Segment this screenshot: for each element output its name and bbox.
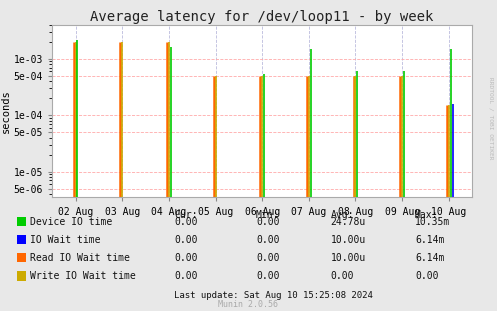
Text: 0.00: 0.00	[174, 253, 197, 263]
Title: Average latency for /dev/loop11 - by week: Average latency for /dev/loop11 - by wee…	[90, 10, 434, 24]
Text: Avg:: Avg:	[331, 210, 354, 220]
Text: Device IO time: Device IO time	[30, 217, 112, 227]
Text: IO Wait time: IO Wait time	[30, 235, 100, 245]
Text: Min:: Min:	[256, 210, 279, 220]
Text: 0.00: 0.00	[174, 235, 197, 245]
Y-axis label: seconds: seconds	[1, 89, 11, 133]
Text: 10.35m: 10.35m	[415, 217, 450, 227]
Text: 0.00: 0.00	[415, 271, 438, 281]
Text: 0.00: 0.00	[256, 217, 279, 227]
Text: Read IO Wait time: Read IO Wait time	[30, 253, 130, 263]
Text: 0.00: 0.00	[256, 253, 279, 263]
Text: Max:: Max:	[415, 210, 438, 220]
Text: Last update: Sat Aug 10 15:25:08 2024: Last update: Sat Aug 10 15:25:08 2024	[174, 291, 373, 300]
Text: Cur:: Cur:	[174, 210, 197, 220]
Text: 6.14m: 6.14m	[415, 235, 444, 245]
Text: 0.00: 0.00	[174, 217, 197, 227]
Text: 0.00: 0.00	[256, 271, 279, 281]
Text: RRDTOOL / TOBI OETIKER: RRDTOOL / TOBI OETIKER	[489, 77, 494, 160]
Text: 0.00: 0.00	[331, 271, 354, 281]
Text: 10.00u: 10.00u	[331, 253, 366, 263]
Text: 6.14m: 6.14m	[415, 253, 444, 263]
Text: Munin 2.0.56: Munin 2.0.56	[219, 300, 278, 309]
Text: 0.00: 0.00	[256, 235, 279, 245]
Text: Write IO Wait time: Write IO Wait time	[30, 271, 136, 281]
Text: 0.00: 0.00	[174, 271, 197, 281]
Text: 24.78u: 24.78u	[331, 217, 366, 227]
Text: 10.00u: 10.00u	[331, 235, 366, 245]
